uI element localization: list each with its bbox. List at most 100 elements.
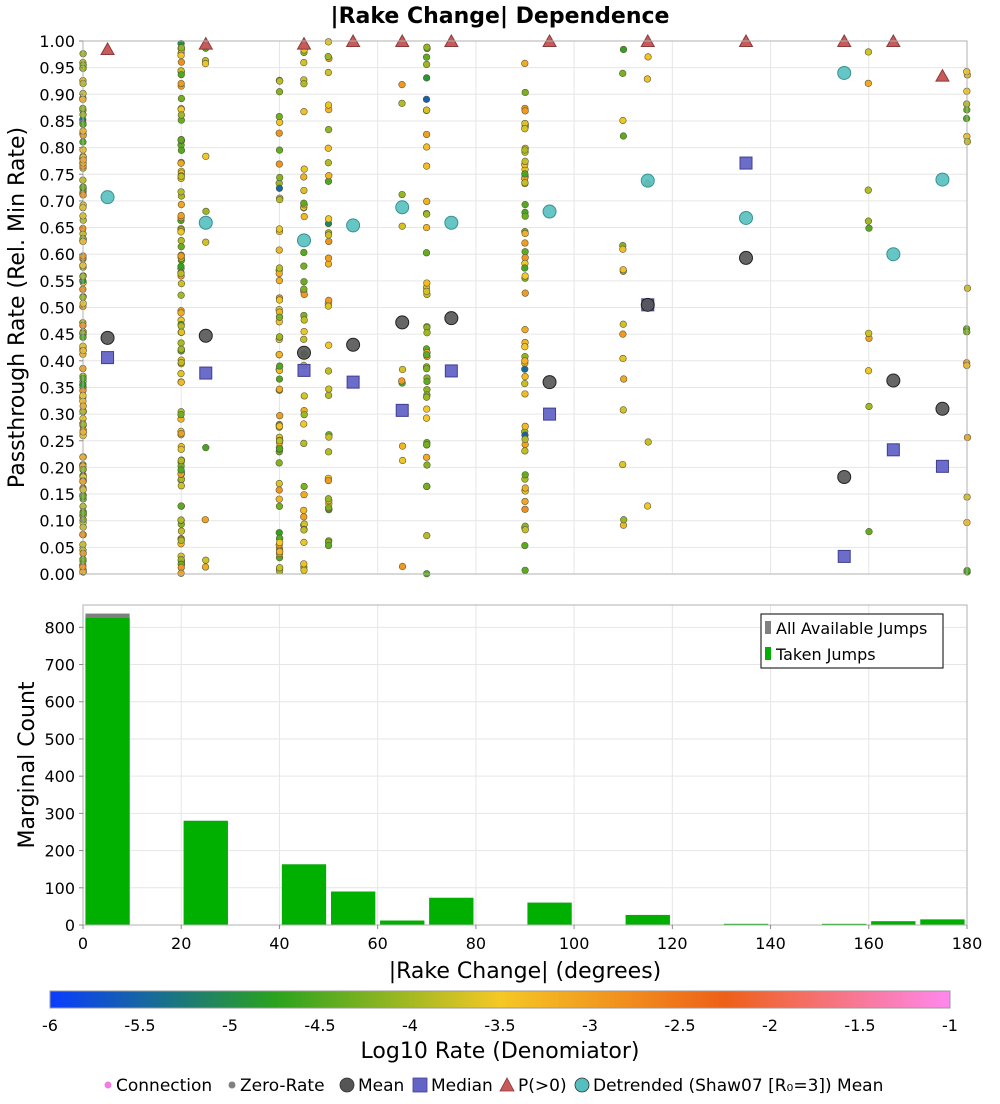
data-point xyxy=(275,296,284,304)
data-point xyxy=(324,541,333,550)
data-point xyxy=(300,186,308,195)
data-point xyxy=(325,504,333,512)
bar-taken xyxy=(85,618,130,925)
data-point xyxy=(398,442,407,450)
y-tick-label: 0.85 xyxy=(39,112,75,131)
data-point xyxy=(300,165,308,173)
data-point xyxy=(521,497,529,506)
bar-taken xyxy=(625,914,670,925)
bar-taken xyxy=(871,921,916,925)
colorbar: -6 -5.5 -5 -4.5 -4 -3.5 -3 -2.5 -2 -1.5 -1 Log10 Ra… xyxy=(42,990,958,1064)
data-point xyxy=(324,495,333,503)
mean-marker xyxy=(837,469,852,484)
data-point xyxy=(324,302,332,310)
legend-box xyxy=(760,613,944,669)
bar-taken xyxy=(920,919,965,925)
y-tick-label: 0.20 xyxy=(39,458,75,477)
data-point xyxy=(300,392,308,400)
data-point xyxy=(300,439,308,448)
data-point xyxy=(422,53,431,61)
y-tick-label: 600 xyxy=(44,693,75,712)
data-point xyxy=(423,532,431,540)
legend-label: Median xyxy=(431,1076,493,1096)
data-point xyxy=(422,414,431,422)
data-point xyxy=(300,278,308,286)
scatter-plot: 0.00 0.05 0.10 0.15 0.20 0.25 0.30 0.35 0.40 0.45… xyxy=(5,32,972,584)
chart-title: |Rake Change| Dependence xyxy=(331,4,670,29)
data-point xyxy=(275,333,284,341)
y-axis-label: Marginal Count xyxy=(15,681,40,848)
median-marker xyxy=(395,403,409,417)
data-point xyxy=(300,335,308,343)
data-point xyxy=(643,502,652,510)
data-point xyxy=(521,373,529,381)
median-marker xyxy=(199,366,213,380)
data-point xyxy=(324,367,333,375)
data-point xyxy=(521,541,529,550)
detrended-mean-marker xyxy=(542,204,557,219)
y-tick-label: 0.30 xyxy=(39,405,75,424)
data-point xyxy=(521,170,529,178)
data-point xyxy=(521,365,529,373)
legend-label-all-available: All Available Jumps xyxy=(776,619,927,638)
legend-marker-zero-rate xyxy=(228,1081,236,1089)
data-point xyxy=(177,345,185,353)
mean-marker xyxy=(542,375,557,390)
legend-label: Detrended (Shaw07 [R₀=3]) Mean xyxy=(593,1076,883,1096)
data-point xyxy=(300,560,308,568)
data-point xyxy=(275,277,284,285)
data-point xyxy=(177,159,185,167)
data-point xyxy=(864,217,873,225)
y-tick-label: 0 xyxy=(65,916,75,935)
legend-marker-median xyxy=(412,1077,428,1093)
data-point xyxy=(275,375,284,383)
data-point xyxy=(275,350,283,359)
median-marker xyxy=(739,156,753,170)
data-point xyxy=(521,201,529,209)
mean-marker xyxy=(297,345,311,360)
data-point xyxy=(644,53,652,61)
mean-marker xyxy=(100,330,115,345)
data-point xyxy=(275,486,283,494)
y-tick-label: 500 xyxy=(44,730,75,749)
data-point xyxy=(398,222,406,230)
data-point xyxy=(864,367,873,375)
mean-marker xyxy=(739,250,753,265)
data-point xyxy=(521,59,529,67)
legend-label: Connection xyxy=(116,1076,212,1096)
data-point xyxy=(177,136,185,144)
bar-taken xyxy=(527,902,572,925)
data-point xyxy=(325,391,333,399)
data-point xyxy=(398,190,406,199)
data-point xyxy=(521,272,529,280)
data-point xyxy=(275,385,284,393)
y-tick-label: 100 xyxy=(44,879,75,898)
data-point xyxy=(275,502,284,510)
data-point xyxy=(398,365,407,374)
data-point xyxy=(300,482,308,491)
data-point xyxy=(177,291,185,299)
y-axis-ticks: 0.00 0.05 0.10 0.15 0.20 0.25 0.30 0.35 0.40 0.45… xyxy=(39,32,83,584)
data-point xyxy=(422,223,431,232)
colorbar-tick-label: -2.5 xyxy=(664,1016,695,1035)
data-point xyxy=(276,538,284,547)
data-point xyxy=(300,108,308,116)
data-point xyxy=(177,482,185,490)
data-point xyxy=(276,77,284,85)
y-tick-label: 0.05 xyxy=(39,538,75,557)
data-point xyxy=(619,245,627,253)
data-point xyxy=(324,68,332,77)
y-tick-label: 700 xyxy=(44,656,75,675)
data-point xyxy=(177,309,185,317)
data-point xyxy=(521,447,529,455)
data-point xyxy=(619,330,627,338)
data-point xyxy=(275,437,284,445)
bar-taken xyxy=(380,920,425,925)
data-point xyxy=(864,186,872,194)
detrended-mean-marker xyxy=(886,247,901,262)
detrended-mean-marker xyxy=(198,215,213,230)
data-point xyxy=(177,236,185,245)
data-point xyxy=(325,341,333,349)
data-point xyxy=(276,196,284,204)
